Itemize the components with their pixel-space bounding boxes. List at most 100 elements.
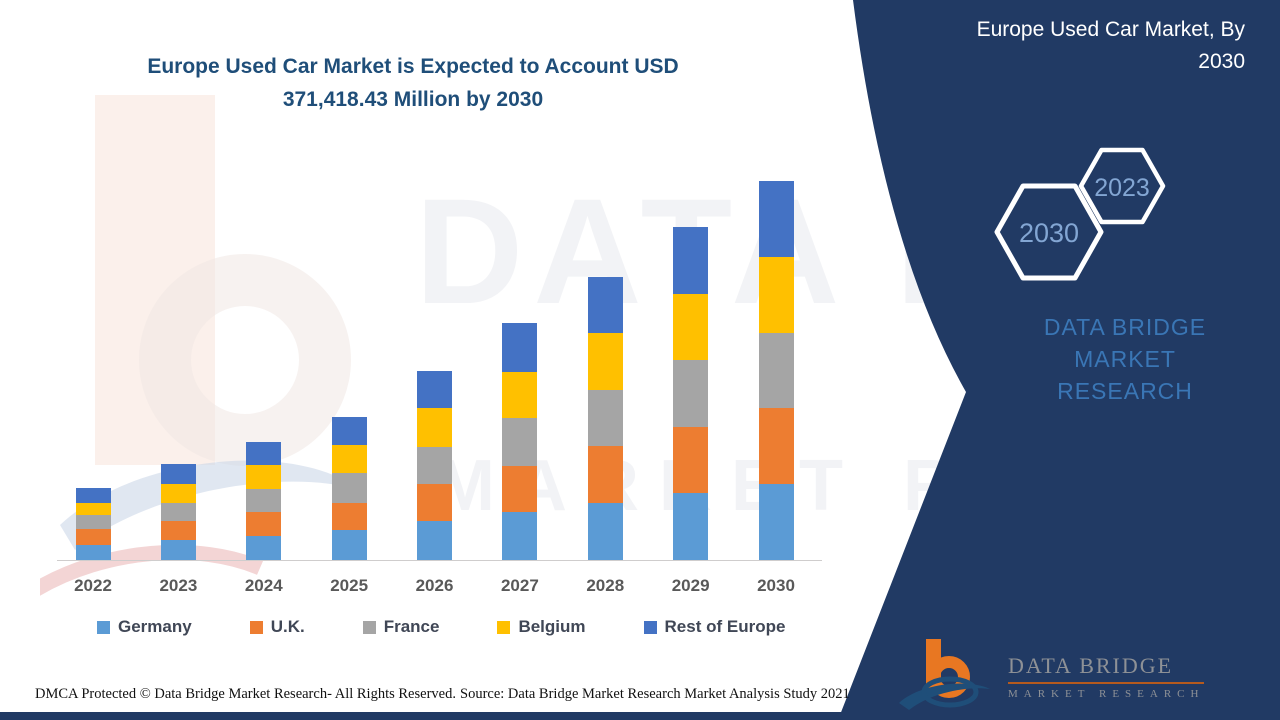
bar-segment-france-2025 <box>331 472 367 503</box>
bar-segment-rest-of-europe-2030 <box>758 181 794 257</box>
bar-segment-germany-2026 <box>417 520 452 560</box>
bar-segment-germany-2027 <box>502 512 538 560</box>
bar-segment-rest-of-europe-2026 <box>417 370 452 409</box>
bar-segment-u-k-2026 <box>417 483 452 521</box>
bar-2022 <box>75 488 111 560</box>
bar-segment-belgium-2027 <box>502 371 538 418</box>
legend-label-france: France <box>383 617 440 636</box>
bar-segment-france-2023 <box>160 502 196 522</box>
bar-segment-u-k-2022 <box>75 528 111 546</box>
x-axis-label-2028: 2028 <box>586 576 625 595</box>
bar-segment-france-2028 <box>587 389 623 446</box>
watermark-text-line2: MARKET RESEARCH <box>435 446 1280 526</box>
bar-segment-france-2027 <box>502 417 538 466</box>
bar-segment-germany-2028 <box>587 503 623 560</box>
bar-segment-germany-2022 <box>75 545 111 560</box>
bar-segment-germany-2025 <box>331 530 367 560</box>
bar-segment-france-2024 <box>246 488 282 512</box>
x-axis-label-2023: 2023 <box>159 576 198 595</box>
bar-segment-u-k-2030 <box>758 408 794 485</box>
bar-segment-u-k-2025 <box>331 502 367 531</box>
x-axis-label-2024: 2024 <box>244 576 283 595</box>
bar-segment-rest-of-europe-2023 <box>160 464 196 484</box>
footer-dmca-text: DMCA Protected © Data Bridge Market Rese… <box>35 686 456 702</box>
bar-segment-rest-of-europe-2029 <box>673 227 709 294</box>
legend-item-rest-of-europe: Rest of Europe <box>643 617 786 637</box>
bar-2026 <box>417 370 452 560</box>
brand-name-line1: DATA BRIDGE MARKET <box>1043 314 1207 372</box>
bar-segment-belgium-2026 <box>417 408 452 447</box>
x-axis-label-2026: 2026 <box>415 576 454 595</box>
logo-title: DATA BRIDGE <box>1008 653 1205 684</box>
data-bridge-logo: DATA BRIDGE MARKET RESEARCH <box>893 637 1205 715</box>
footer-source-text: Source: Data Bridge Market Research Mark… <box>460 686 850 702</box>
x-axis-label-2022: 2022 <box>74 576 112 595</box>
brand-name-line2: RESEARCH <box>1057 378 1193 404</box>
logo-subtitle: MARKET RESEARCH <box>1008 687 1205 700</box>
hexagon-2023-label: 2023 <box>1094 174 1150 202</box>
data-bridge-logo-icon <box>899 639 990 710</box>
x-axis-label-2030: 2030 <box>757 576 795 595</box>
bar-segment-rest-of-europe-2028 <box>587 276 623 334</box>
legend-swatch-u-k <box>249 620 263 634</box>
hexagon-2023-outline <box>1078 147 1166 225</box>
x-axis-line <box>57 560 822 561</box>
legend-item-france: France <box>362 617 440 637</box>
bar-segment-germany-2024 <box>246 535 282 560</box>
bar-segment-germany-2023 <box>160 540 196 560</box>
chart-title: Europe Used Car Market is Expected to Ac… <box>60 50 766 116</box>
hexagon-2030-outline <box>994 183 1104 281</box>
bar-segment-u-k-2028 <box>587 445 623 504</box>
legend-swatch-rest-of-europe <box>643 620 657 634</box>
panel-title-line2: 2030 <box>1198 50 1245 73</box>
bar-2023 <box>160 464 196 560</box>
bar-segment-rest-of-europe-2025 <box>331 417 367 446</box>
legend-label-rest-of-europe: Rest of Europe <box>664 617 786 636</box>
bar-segment-france-2029 <box>673 359 709 427</box>
bar-2030 <box>758 181 794 560</box>
bar-2025 <box>331 417 367 560</box>
bar-segment-france-2030 <box>758 333 794 409</box>
legend-item-belgium: Belgium <box>497 617 586 637</box>
bar-segment-belgium-2030 <box>758 256 794 334</box>
bar-segment-u-k-2029 <box>673 426 709 494</box>
panel-title: Europe Used Car Market, By 2030 <box>915 14 1245 78</box>
bar-segment-france-2026 <box>417 446 452 484</box>
bar-segment-belgium-2029 <box>673 293 709 360</box>
chart-title-line1: Europe Used Car Market is Expected to Ac… <box>147 55 679 78</box>
x-axis-label-2025: 2025 <box>330 576 369 595</box>
bar-2028 <box>587 276 623 560</box>
bar-2024 <box>246 442 282 560</box>
bar-segment-belgium-2023 <box>160 483 196 503</box>
bar-segment-germany-2029 <box>673 493 709 560</box>
panel-title-line1: Europe Used Car Market, By <box>976 18 1245 41</box>
legend-item-u-k: U.K. <box>249 617 305 637</box>
bar-segment-belgium-2025 <box>331 445 367 473</box>
bar-segment-rest-of-europe-2027 <box>502 322 538 372</box>
chart-legend: Germany U.K. France Belgium Rest of Europe <box>97 617 785 637</box>
legend-label-germany: Germany <box>118 617 192 636</box>
bar-segment-germany-2030 <box>758 484 794 560</box>
bar-segment-u-k-2024 <box>246 511 282 536</box>
bar-segment-belgium-2022 <box>75 502 111 516</box>
legend-label-u-k: U.K. <box>270 617 305 636</box>
x-axis-label-2029: 2029 <box>671 576 710 595</box>
legend-swatch-germany <box>97 620 110 634</box>
bar-segment-rest-of-europe-2024 <box>246 442 282 465</box>
bar-segment-u-k-2027 <box>502 465 538 513</box>
legend-label-belgium: Belgium <box>518 617 586 636</box>
bottom-navy-strip <box>0 712 1280 720</box>
bar-segment-rest-of-europe-2022 <box>75 488 111 503</box>
hexagon-2030-label: 2030 <box>1019 218 1079 248</box>
bar-segment-u-k-2023 <box>160 521 196 541</box>
brand-name: DATA BRIDGE MARKET RESEARCH <box>1000 311 1250 407</box>
bar-2027 <box>502 322 538 560</box>
bar-2029 <box>673 227 709 560</box>
legend-swatch-belgium <box>497 620 511 634</box>
bar-segment-france-2022 <box>75 515 111 529</box>
x-axis-label-2027: 2027 <box>500 576 539 595</box>
bar-segment-belgium-2024 <box>246 464 282 489</box>
chart-title-line2: 371,418.43 Million by 2030 <box>282 88 544 111</box>
bar-segment-belgium-2028 <box>587 333 623 390</box>
